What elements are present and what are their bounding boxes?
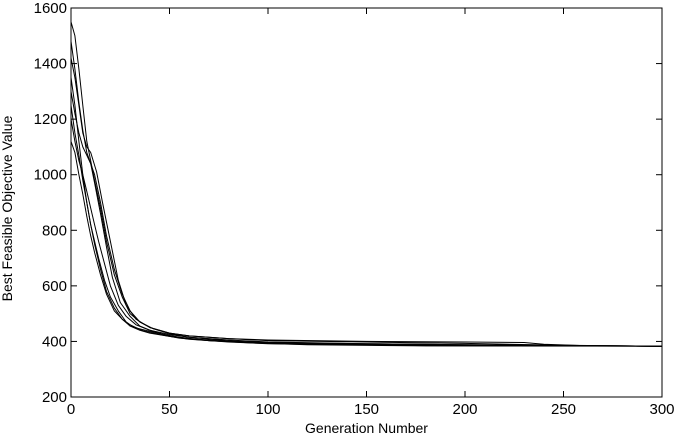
axis-ticks [70,7,663,398]
x-tick-label: 200 [452,401,477,418]
y-tick-label: 1000 [34,167,67,184]
x-tick-label: 100 [255,401,280,418]
x-tick-label: 150 [354,401,379,418]
series-line-4 [70,119,663,347]
y-tick-label: 400 [42,333,67,350]
y-tick-label: 1600 [34,0,67,17]
y-tick-label: 800 [42,222,67,239]
y-axis-label: Best Feasible Objective Value [0,115,15,301]
axis-tick-labels: 0 50 100 150 200 250 300 200 400 600 800 1000 1200 14… [34,0,675,418]
y-tick-label: 1400 [34,56,67,73]
y-tick-label: 1200 [34,111,67,128]
x-tick-label: 0 [67,401,75,418]
y-tick-label: 600 [42,278,67,295]
x-tick-label: 300 [649,401,674,418]
x-tick-label: 250 [551,401,576,418]
y-tick-label: 200 [42,389,67,406]
x-tick-label: 50 [161,401,178,418]
series-line-7 [70,77,663,347]
series-lines [70,21,663,347]
plot-area [70,7,663,398]
x-axis-label: Generation Number [305,420,428,436]
series-line-8 [70,41,663,347]
